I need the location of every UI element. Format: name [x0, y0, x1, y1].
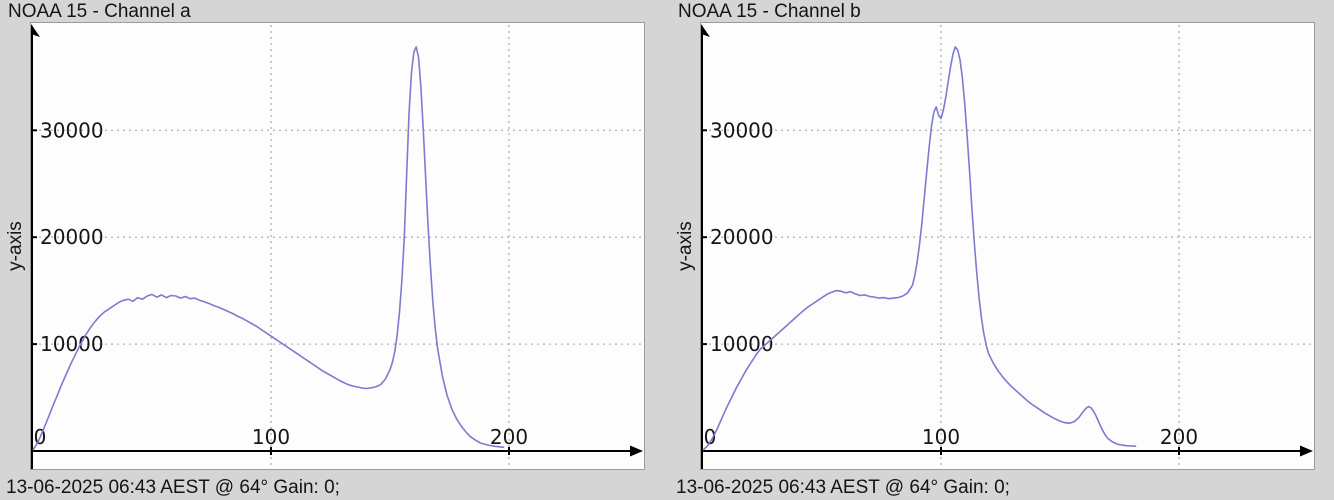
svg-text:20000: 20000: [710, 225, 774, 249]
svg-text:10000: 10000: [710, 332, 774, 356]
chart-title: NOAA 15 - Channel a: [8, 1, 191, 22]
svg-text:10000: 10000: [40, 332, 104, 356]
chart-panel-channel-b: NOAA 15 - Channel b y-axis 10000 20000 300…: [670, 0, 1334, 500]
y-axis-label: y-axis: [5, 221, 26, 271]
timestamp-caption: 13-06-2025 06:43 AEST @ 64° Gain: 0;: [6, 477, 340, 498]
chart-title: NOAA 15 - Channel b: [678, 1, 861, 22]
y-axis-label: y-axis: [675, 221, 696, 271]
timestamp-caption: 13-06-2025 06:43 AEST @ 64° Gain: 0;: [676, 477, 1010, 498]
svg-text:200: 200: [1160, 425, 1198, 449]
plot-area: 10000 20000 30000 0 100 200: [700, 22, 1315, 470]
svg-text:100: 100: [922, 425, 960, 449]
svg-text:30000: 30000: [710, 118, 774, 142]
svg-text:200: 200: [490, 425, 528, 449]
svg-text:20000: 20000: [40, 225, 104, 249]
plot-area: 10000 20000 30000 0 100 200: [30, 22, 645, 470]
chart-panel-channel-a: NOAA 15 - Channel a y-axis 10000 20000 300…: [0, 0, 664, 500]
svg-text:0: 0: [704, 425, 717, 449]
svg-text:30000: 30000: [40, 118, 104, 142]
svg-text:100: 100: [252, 425, 290, 449]
histogram-plot-channel-b: 10000 20000 30000 0 100 200: [701, 24, 1313, 469]
